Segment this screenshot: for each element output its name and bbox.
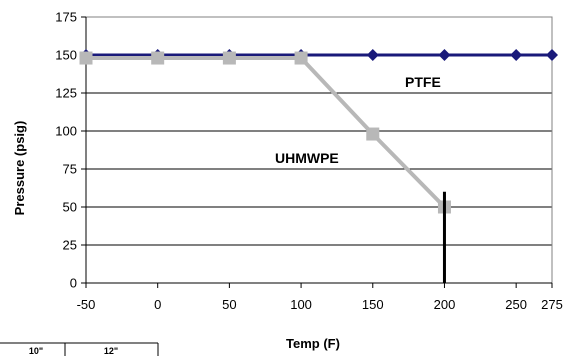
y-tick-label-25: 25 (63, 238, 77, 253)
ptfe-point-250 (510, 49, 522, 61)
y-tick-label-150: 150 (55, 48, 77, 63)
y-tick-label-0: 0 (70, 276, 77, 291)
y-tick-label-175: 175 (55, 10, 77, 25)
uhmwpe-point-50 (223, 52, 236, 65)
y-tick-label-100: 100 (55, 124, 77, 139)
uhmwpe-point--50 (80, 52, 93, 65)
x-tick-label-150: 150 (362, 297, 384, 312)
uhmwpe-point-100 (295, 52, 308, 65)
x-tick-label-50: 50 (222, 297, 236, 312)
table-header-10: 10" (29, 346, 43, 356)
x-tick-label-250: 250 (505, 297, 527, 312)
x-axis-title: Temp (F) (286, 336, 340, 351)
series-label-ptfe: PTFE (405, 74, 441, 90)
uhmwpe-point-0 (151, 52, 164, 65)
x-tick-label-100: 100 (290, 297, 312, 312)
x-tick-label-0: 0 (154, 297, 161, 312)
series-layer (80, 49, 559, 283)
x-tick-label-275: 275 (541, 297, 563, 312)
y-tick-label-75: 75 (63, 162, 77, 177)
ptfe-point-150 (367, 49, 379, 61)
series-label-uhmwpe: UHMWPE (275, 150, 339, 166)
y-tick-label-125: 125 (55, 86, 77, 101)
y-axis-title: Pressure (psig) (12, 121, 27, 216)
x-tick-label-200: 200 (434, 297, 456, 312)
ptfe-point-200 (438, 49, 450, 61)
ptfe-point-275 (546, 49, 558, 61)
x-tick-label--50: -50 (77, 297, 96, 312)
y-tick-label-50: 50 (63, 200, 77, 215)
x-axis-ticks: -50 0 50 100 150 200 250 275 (77, 283, 563, 312)
uhmwpe-point-150 (366, 128, 379, 141)
series-line-uhmwpe (86, 58, 444, 207)
table-header-12: 12" (104, 346, 118, 356)
table-fragment: 10" 12" (0, 343, 158, 356)
